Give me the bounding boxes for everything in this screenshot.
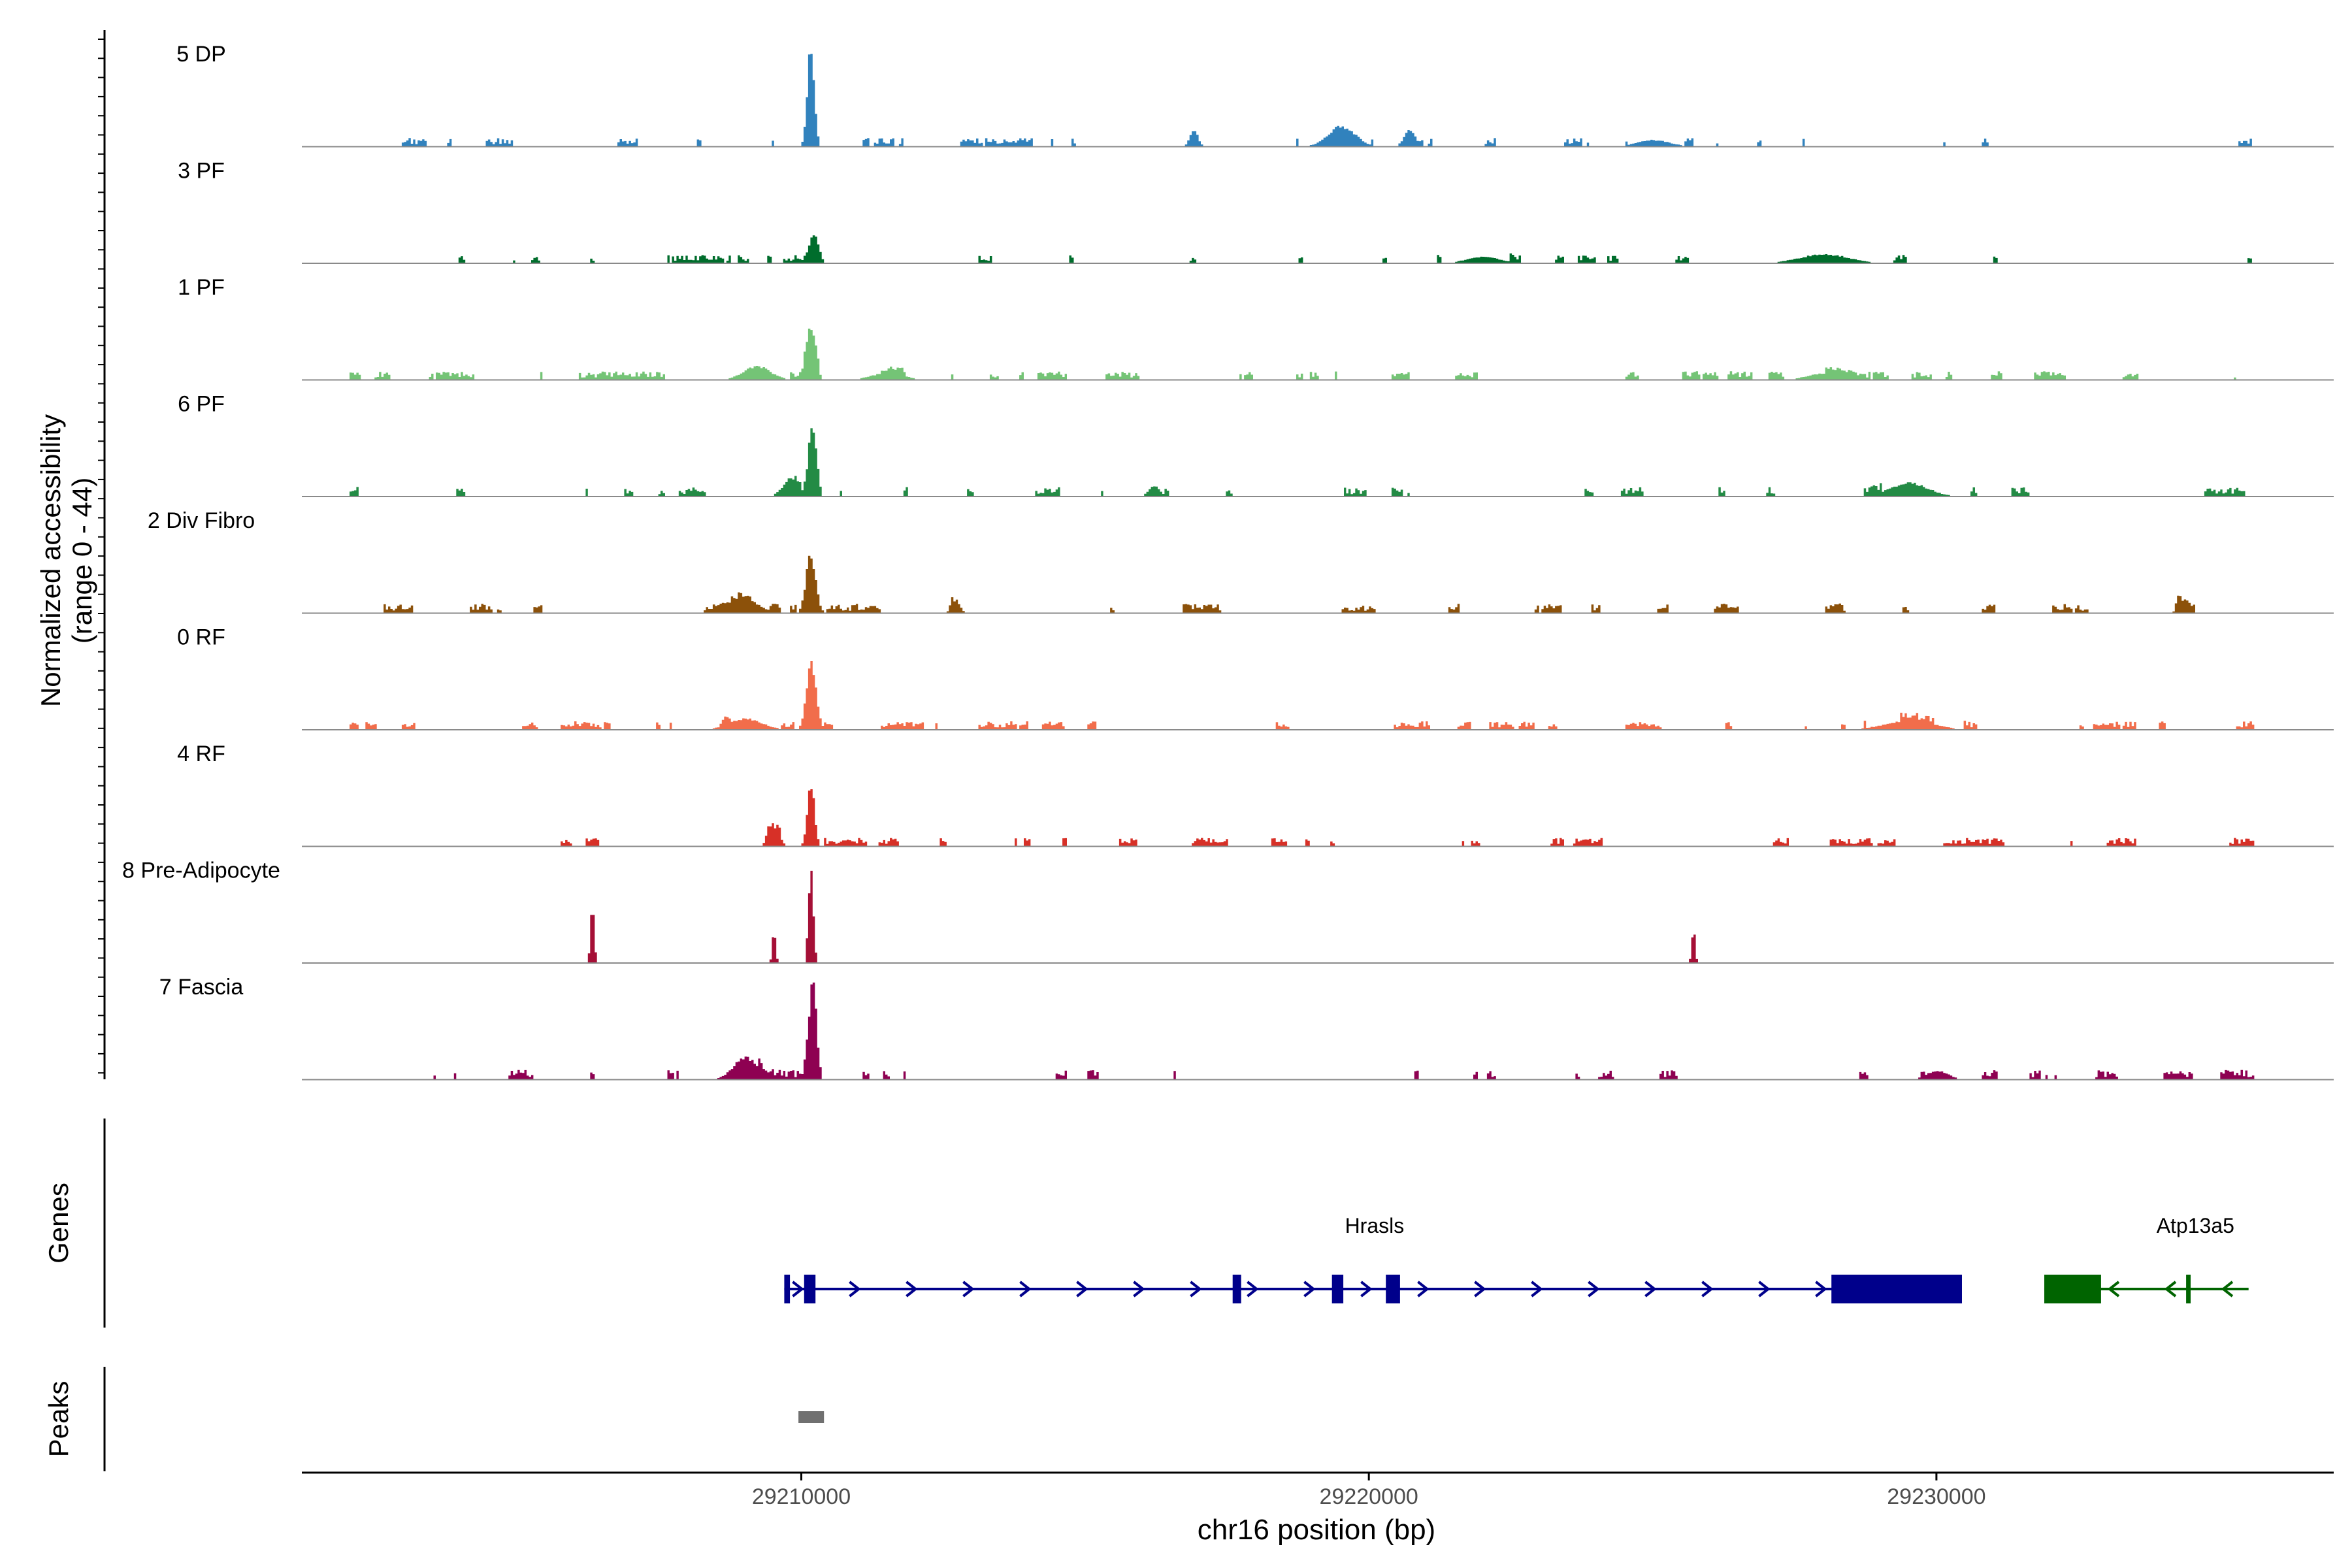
track-1: 5 DP (176, 42, 2334, 148)
gene-exon (784, 1275, 791, 1303)
strand-arrow (2164, 1281, 2177, 1298)
track-3: 1 PF (178, 275, 2334, 381)
track-6: 0 RF (177, 625, 2334, 730)
x-tick-label: 29220000 (1320, 1484, 1418, 1509)
strand-arrow (1815, 1281, 1827, 1298)
strand-arrow (1701, 1281, 1714, 1298)
strand-arrow (1019, 1281, 1032, 1298)
track-label: 8 Pre-Adipocyte (122, 858, 280, 883)
peak-region (798, 1411, 825, 1423)
strand-arrow (1076, 1281, 1088, 1298)
gene-exon (1831, 1275, 1962, 1303)
track-8: 8 Pre-Adipocyte (122, 858, 2334, 964)
track-2: 3 PF (178, 159, 2334, 264)
coverage-area (302, 982, 2334, 1080)
strand-arrow (849, 1281, 861, 1298)
gene-exon (1232, 1275, 1241, 1303)
track-7: 4 RF (177, 742, 2334, 847)
track-label: 1 PF (178, 275, 225, 300)
track-4: 6 PF (178, 392, 2334, 497)
gene-exon (2044, 1275, 2101, 1303)
gene-label: Atp13a5 (2157, 1214, 2234, 1237)
coverage-area (302, 235, 2334, 263)
x-tick-label: 29210000 (752, 1484, 851, 1509)
track-label: 4 RF (177, 742, 225, 766)
gene-atp13a5: Atp13a5 (2044, 1214, 2249, 1303)
coverage-area (302, 789, 2334, 847)
track-label: 0 RF (177, 625, 225, 650)
strand-arrow (1474, 1281, 1486, 1298)
gene-exon (1331, 1275, 1344, 1303)
peak-track (798, 1411, 825, 1423)
coverage-area (302, 428, 2334, 497)
coverage-area (302, 54, 2334, 147)
strand-arrow (1133, 1281, 1145, 1298)
strand-arrow (1247, 1281, 1259, 1298)
y-axis-label-line2: (range 0 - 44) (67, 478, 97, 644)
strand-arrow (906, 1281, 918, 1298)
coverage-y-ticks (98, 39, 105, 1074)
gene-exon (804, 1275, 816, 1303)
coverage-tracks: 5 DP 3 PF 1 PF 6 PF 2 Div Fibro 0 RF 4 RF 8 Pre… (122, 42, 2334, 1081)
strand-arrow (1190, 1281, 1202, 1298)
coverage-area (302, 555, 2334, 613)
gene-hrasls: Hrasls (784, 1214, 1962, 1303)
genes-panel-label: Genes (43, 1183, 74, 1264)
strand-arrow (1588, 1281, 1600, 1298)
x-axis-label: chr16 position (bp) (1198, 1514, 1435, 1546)
x-axis-ticks: 29210000 29220000 29230000 (752, 1473, 1986, 1509)
gene-track: Hrasls Atp13a5 (784, 1214, 2249, 1303)
strand-arrow (1360, 1281, 1373, 1298)
gene-exon (2186, 1275, 2191, 1303)
peaks-panel-label: Peaks (43, 1381, 74, 1458)
strand-arrow (792, 1281, 804, 1298)
track-label: 6 PF (178, 392, 225, 417)
track-5: 2 Div Fibro (148, 508, 2334, 614)
coverage-area (302, 870, 2334, 963)
strand-arrow (1417, 1281, 1429, 1298)
strand-arrow (2107, 1281, 2120, 1298)
track-label: 7 Fascia (159, 975, 244, 1000)
strand-arrow (2221, 1281, 2234, 1298)
x-tick-label: 29230000 (1887, 1484, 1985, 1509)
track-9: 7 Fascia (159, 975, 2334, 1081)
gene-label: Hrasls (1345, 1214, 1405, 1237)
track-label: 2 Div Fibro (148, 508, 255, 533)
track-label: 3 PF (178, 159, 225, 184)
strand-arrow (1758, 1281, 1771, 1298)
strand-arrow (962, 1281, 975, 1298)
coverage-area (302, 329, 2334, 380)
strand-arrow (1644, 1281, 1657, 1298)
track-label: 5 DP (176, 42, 226, 67)
gene-exon (1386, 1275, 1400, 1303)
y-axis-label-line1: Normalized accessibility (35, 414, 66, 707)
strand-arrow (1531, 1281, 1543, 1298)
coverage-area (302, 661, 2334, 730)
strand-arrow (1303, 1281, 1316, 1298)
